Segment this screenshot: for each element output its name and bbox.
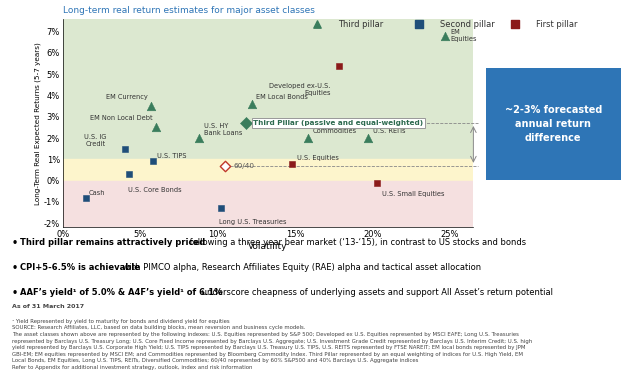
- Point: [194, 135, 204, 141]
- Text: Long-term real return estimates for major asset classes: Long-term real return estimates for majo…: [63, 6, 315, 15]
- Text: EM
Equities: EM Equities: [450, 29, 477, 42]
- Point: [247, 101, 257, 107]
- Point: [124, 171, 134, 177]
- Text: •: •: [11, 263, 18, 273]
- Point: [150, 124, 161, 130]
- Point: [287, 161, 297, 167]
- Text: U.S. Equities: U.S. Equities: [297, 155, 339, 161]
- Point: [146, 103, 156, 109]
- Text: •: •: [11, 288, 18, 298]
- Text: ¹ Yield Represented by yield to maturity for bonds and dividend yield for equiti: ¹ Yield Represented by yield to maturity…: [13, 319, 533, 370]
- Point: [441, 33, 451, 39]
- Bar: [63, 159, 473, 180]
- Text: U.S. IG
Credit: U.S. IG Credit: [84, 133, 106, 147]
- Text: Third pillar: Third pillar: [337, 20, 383, 29]
- Text: ~2-3% forecasted
annual return
difference: ~2-3% forecasted annual return differenc…: [505, 105, 602, 143]
- Point: [372, 180, 382, 186]
- Text: EM Local Bonds: EM Local Bonds: [256, 94, 308, 100]
- Text: U.S. HY
Bank Loans: U.S. HY Bank Loans: [204, 123, 242, 136]
- Text: with PIMCO alpha, Research Affiliates Equity (RAE) alpha and tactical asset allo: with PIMCO alpha, Research Affiliates Eq…: [120, 263, 481, 272]
- Text: U.S. REITs: U.S. REITs: [372, 128, 405, 134]
- Text: EM Currency: EM Currency: [106, 94, 148, 100]
- Text: U.S. Core Bonds: U.S. Core Bonds: [128, 187, 181, 193]
- Text: 60/40: 60/40: [233, 163, 254, 169]
- Point: [303, 135, 313, 141]
- Point: [241, 120, 251, 126]
- Bar: [63, 10, 473, 159]
- Text: Third pillar remains attractively priced: Third pillar remains attractively priced: [20, 238, 205, 247]
- Point: [363, 135, 373, 141]
- X-axis label: Volatility: Volatility: [248, 242, 288, 251]
- Text: following a three year bear market (‘13-‘15), in contrast to US stocks and bonds: following a three year bear market (‘13-…: [187, 238, 526, 247]
- Text: Commodities: Commodities: [312, 128, 356, 134]
- Text: Long U.S. Treasuries: Long U.S. Treasuries: [219, 219, 287, 225]
- Text: First pillar: First pillar: [536, 20, 577, 29]
- Point: [81, 195, 91, 201]
- Point: [147, 158, 157, 164]
- Text: underscore cheapness of underlying assets and support All Asset’s return potenti: underscore cheapness of underlying asset…: [199, 288, 554, 297]
- Text: •: •: [11, 238, 18, 248]
- Text: As of 31 March 2017: As of 31 March 2017: [13, 304, 85, 309]
- Text: Second pillar: Second pillar: [440, 20, 495, 29]
- Bar: [63, 180, 473, 234]
- Point: [120, 146, 130, 152]
- Text: U.S. TIPS: U.S. TIPS: [157, 153, 187, 159]
- Point: [334, 63, 344, 69]
- Text: Cash: Cash: [89, 190, 105, 196]
- Text: CPI+5-6.5% is achievable: CPI+5-6.5% is achievable: [20, 263, 140, 272]
- Text: Developed ex-U.S.
Equities: Developed ex-U.S. Equities: [270, 83, 331, 96]
- Point: [216, 205, 226, 211]
- Text: Third Pillar (passive and equal-weighted): Third Pillar (passive and equal-weighted…: [253, 120, 423, 126]
- Text: AAF’s yield¹ of 5.0% & A4F’s yield¹ of 6.1%: AAF’s yield¹ of 5.0% & A4F’s yield¹ of 6…: [20, 288, 223, 297]
- Text: EM Non Local Debt: EM Non Local Debt: [90, 115, 152, 121]
- Text: U.S. Small Equities: U.S. Small Equities: [382, 191, 445, 197]
- Point: [221, 163, 231, 169]
- Y-axis label: Long-Term Real Expected Returns (5-7 years): Long-Term Real Expected Returns (5-7 yea…: [34, 42, 41, 205]
